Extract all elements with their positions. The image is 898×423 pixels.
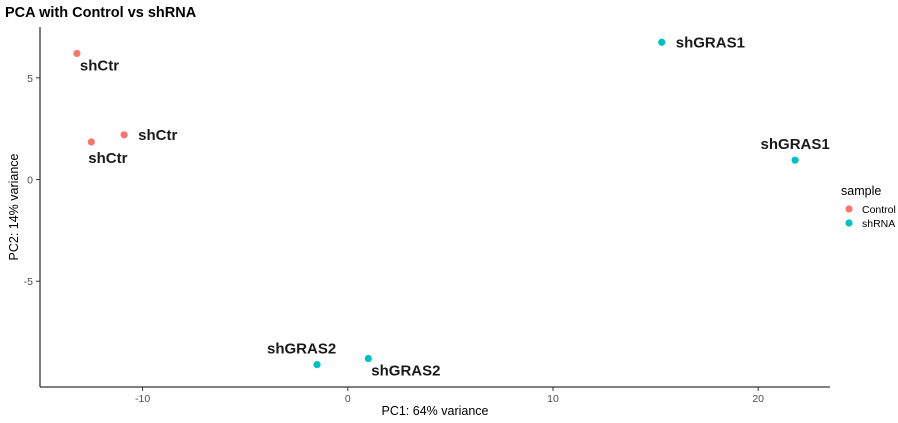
y-axis-ticks: -5 0 5: [24, 73, 40, 288]
y-tick-label: 0: [27, 175, 33, 187]
plot-area: shCtr shCtr shCtr shGRAS1 shGRAS1 shGRAS2 shGR…: [73, 34, 830, 380]
point-label: shGRAS1: [676, 34, 745, 51]
x-tick-label: 20: [752, 393, 764, 405]
x-tick-label: -10: [135, 393, 150, 405]
chart-title: PCA with Control vs shRNA: [5, 5, 197, 21]
y-tick-label: 5: [27, 73, 33, 85]
x-axis-title: PC1: 64% variance: [381, 404, 488, 418]
data-point-control: [120, 131, 128, 139]
data-point-shrna: [658, 38, 666, 46]
x-tick-label: 10: [547, 393, 559, 405]
point-label: shCtr: [138, 127, 177, 144]
x-tick-label: 0: [345, 393, 351, 405]
y-tick-label: -5: [24, 276, 33, 288]
data-point-control: [73, 49, 81, 58]
data-point-shrna: [364, 354, 372, 363]
point-label: shGRAS2: [371, 363, 440, 380]
data-point-control: [87, 138, 95, 146]
legend-label: shRNA: [862, 218, 895, 230]
legend: sample Control shRNA: [841, 184, 896, 230]
point-label: shCtr: [88, 150, 127, 167]
point-label: shGRAS1: [761, 136, 830, 153]
data-point-shrna: [313, 361, 321, 369]
legend-key-shrna: [845, 219, 853, 227]
point-label: shGRAS2: [267, 341, 336, 358]
legend-title: sample: [841, 184, 881, 198]
x-axis-ticks: -10 0 10 20: [135, 387, 764, 405]
y-axis-title: PC2: 14% variance: [7, 153, 21, 260]
legend-key-control: [845, 205, 853, 213]
point-label: shCtr: [80, 57, 119, 74]
data-point-shrna: [791, 156, 799, 164]
legend-label: Control: [862, 204, 896, 216]
